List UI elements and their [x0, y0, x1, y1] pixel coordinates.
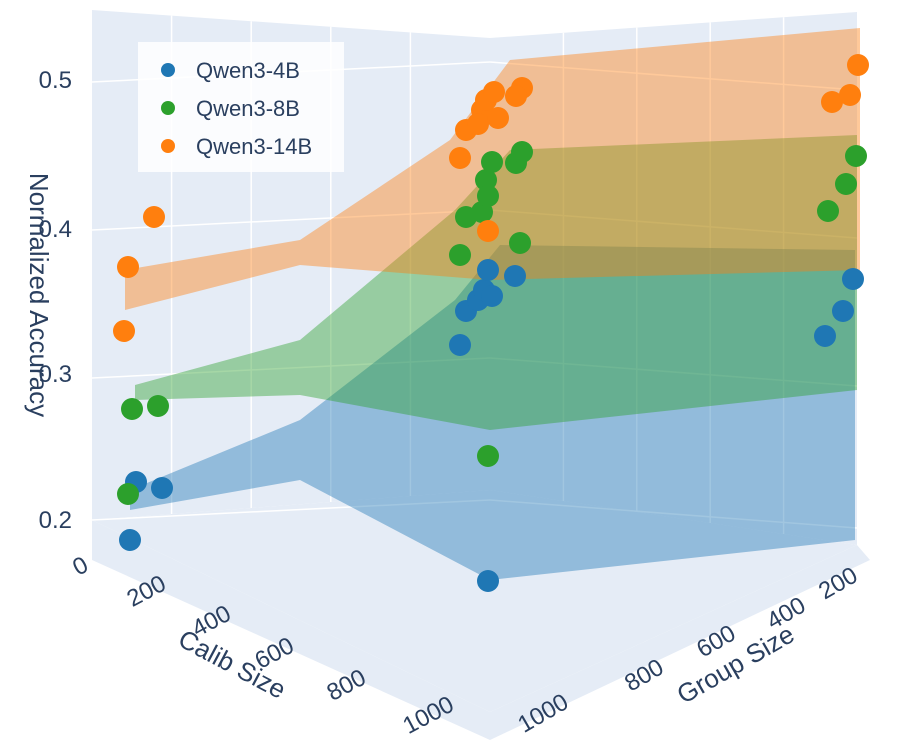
surface-qwen3-4b — [130, 245, 855, 580]
legend-label: Qwen3-14B — [196, 134, 312, 159]
point-qwen3-8b — [477, 185, 499, 207]
scene-planes — [92, 10, 870, 740]
legend-marker — [161, 101, 175, 115]
z-tick-label: 0.4 — [39, 216, 72, 243]
point-qwen3-8b — [481, 151, 503, 173]
z-tick-label: 0.2 — [39, 507, 72, 534]
z-gridline-right — [489, 61, 858, 91]
floor-right-lower — [490, 545, 870, 740]
surface-qwen3-8b — [135, 135, 857, 430]
point-qwen3-14b — [821, 91, 843, 113]
point-qwen3-4b — [151, 477, 173, 499]
point-qwen3-4b — [504, 265, 526, 287]
point-qwen3-8b — [147, 395, 169, 417]
floor — [92, 490, 857, 712]
point-qwen3-14b — [487, 107, 509, 129]
x-tick-label: 0 — [68, 551, 92, 581]
point-qwen3-8b — [475, 169, 497, 191]
point-qwen3-14b — [505, 85, 527, 107]
point-qwen3-14b — [117, 256, 139, 278]
point-qwen3-4b — [481, 285, 503, 307]
point-qwen3-14b — [467, 113, 489, 135]
point-qwen3-8b — [509, 232, 531, 254]
legend-marker — [161, 139, 175, 153]
point-qwen3-4b — [449, 334, 471, 356]
legend-label: Qwen3-4B — [196, 58, 300, 83]
point-qwen3-8b — [817, 200, 839, 222]
point-qwen3-14b — [143, 206, 165, 228]
point-qwen3-8b — [477, 445, 499, 467]
z-axis-title: Normalized Accuracy — [24, 173, 54, 417]
point-qwen3-4b — [814, 325, 836, 347]
point-qwen3-14b — [113, 320, 135, 342]
z-gridline-left — [91, 499, 491, 521]
z-gridline-right — [489, 499, 858, 529]
point-qwen3-8b — [449, 244, 471, 266]
z-gridline-right — [489, 357, 858, 387]
point-qwen3-14b — [839, 84, 861, 106]
z-tick-label: 0.3 — [39, 361, 72, 388]
floor-lower — [92, 520, 490, 740]
point-qwen3-14b — [483, 81, 505, 103]
legend: Qwen3-4B Qwen3-8B Qwen3-14B — [138, 42, 344, 172]
z-gridline-left — [91, 357, 491, 379]
point-qwen3-4b — [832, 300, 854, 322]
z-tick-label: 0.5 — [39, 67, 72, 94]
point-qwen3-14b — [847, 54, 869, 76]
point-qwen3-4b — [477, 259, 499, 281]
point-qwen3-14b — [449, 147, 471, 169]
right-wall — [490, 12, 857, 545]
point-qwen3-8b — [835, 173, 857, 195]
point-qwen3-8b — [121, 398, 143, 420]
point-qwen3-8b — [511, 141, 533, 163]
point-qwen3-14b — [477, 220, 499, 242]
point-qwen3-8b — [117, 483, 139, 505]
point-qwen3-4b — [477, 570, 499, 592]
point-qwen3-4b — [842, 268, 864, 290]
data-points — [113, 54, 869, 592]
z-gridline-right — [489, 209, 858, 239]
point-qwen3-4b — [119, 529, 141, 551]
legend-marker — [161, 63, 175, 77]
legend-label: Qwen3-8B — [196, 96, 300, 121]
point-qwen3-8b — [845, 145, 867, 167]
